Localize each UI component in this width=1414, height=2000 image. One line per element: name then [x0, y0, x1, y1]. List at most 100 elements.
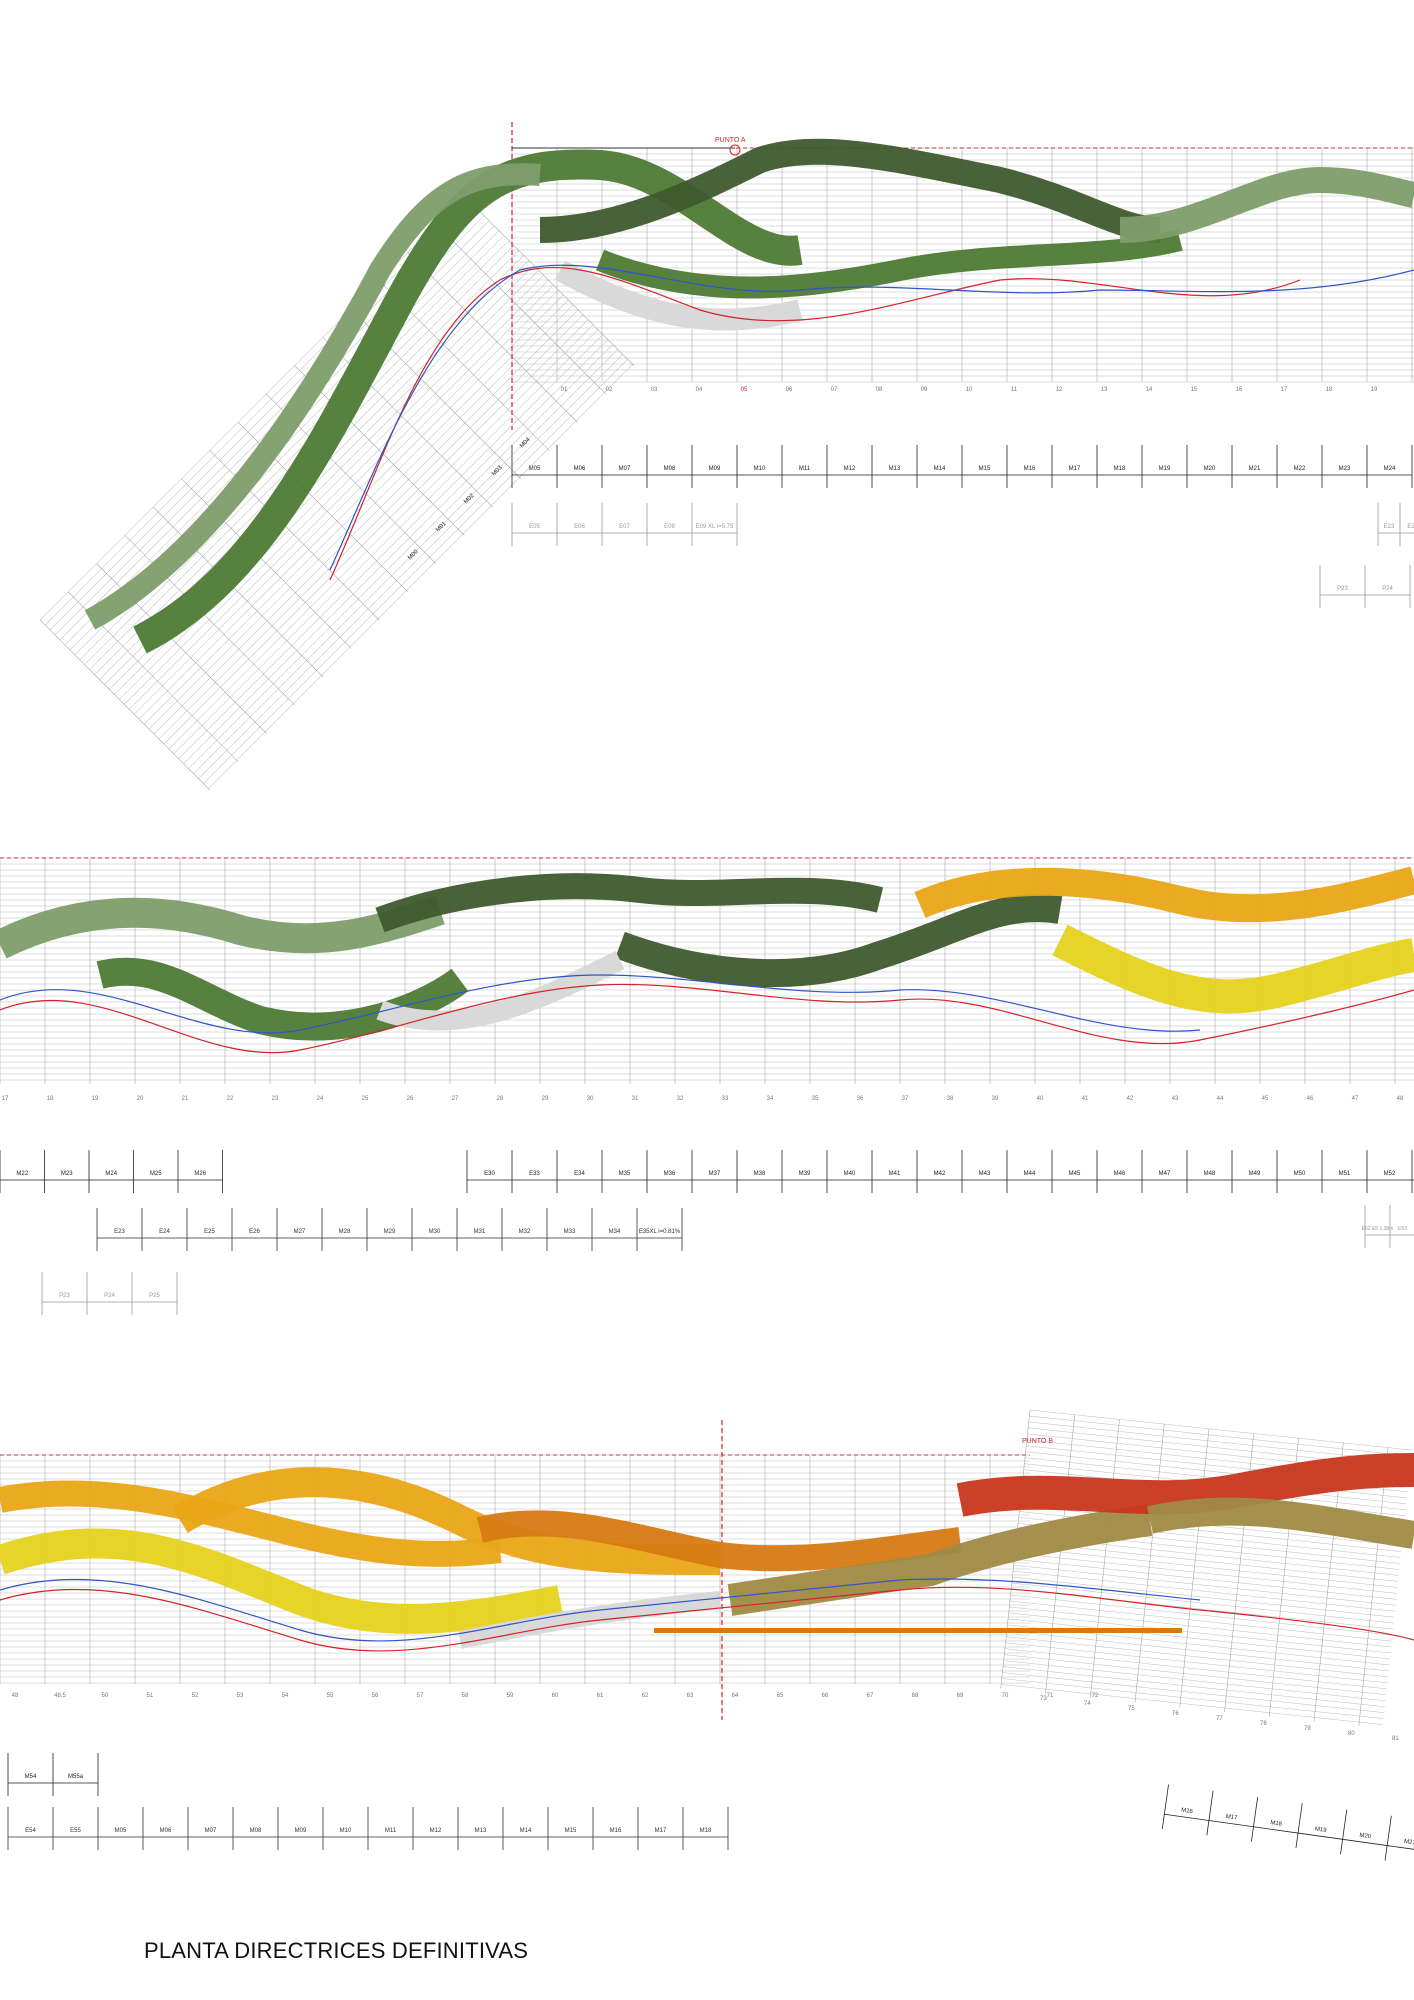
station-number: 78	[1260, 1721, 1267, 1727]
m-label: M22	[1294, 466, 1306, 472]
grid-line	[168, 324, 594, 750]
colored-band	[172, 1467, 721, 1575]
station-number: 63	[687, 1693, 694, 1699]
m-label: M17	[1225, 1814, 1238, 1822]
punto-a-marker	[729, 144, 741, 156]
m-label: M08	[250, 1828, 262, 1834]
m-label: M17	[1069, 466, 1081, 472]
drawing-title: PLANTA DIRECTRICES DEFINITIVAS	[144, 1938, 529, 1963]
station-number: 37	[902, 1096, 909, 1102]
grid-line	[1003, 1666, 1385, 1707]
m-label: M11	[385, 1828, 397, 1834]
gray-band	[458, 1591, 721, 1649]
grid-line	[1009, 1606, 1392, 1648]
m-label: M46	[1114, 1171, 1126, 1177]
grid-line	[1004, 1648, 1387, 1690]
station-number: 47	[1352, 1096, 1359, 1102]
grid-line	[435, 224, 606, 395]
m-label: M31	[474, 1229, 486, 1235]
grid-line	[208, 364, 633, 789]
grid-line	[44, 200, 470, 626]
m-label: M06	[574, 466, 586, 472]
grid-line	[1045, 1414, 1076, 1694]
orange-strip	[654, 1628, 1182, 1633]
dimension-line	[1253, 1826, 1299, 1834]
grid-line	[153, 309, 579, 735]
grid-line	[153, 506, 324, 677]
station-number: 56	[372, 1693, 379, 1699]
grid-line	[294, 365, 465, 536]
dimension-tick	[1250, 1797, 1259, 1842]
grid-line	[148, 304, 574, 730]
station-number: 66	[822, 1693, 829, 1699]
grid-line	[1358, 1447, 1389, 1727]
m-label: E23	[114, 1229, 125, 1235]
station-number: 35	[812, 1096, 819, 1102]
station-number: 48	[12, 1693, 19, 1699]
station-number: 77	[1216, 1716, 1223, 1722]
m-label: M22	[16, 1171, 28, 1177]
station-number: 80	[1348, 1731, 1355, 1737]
station-number: 17	[2, 1096, 9, 1102]
m-label: M16	[1024, 466, 1036, 472]
diagonal-grid	[39, 195, 635, 791]
grid-line	[1134, 1424, 1165, 1703]
p-label: P24	[104, 1293, 115, 1299]
station-number: 40	[1037, 1096, 1044, 1102]
m-label: M15	[565, 1828, 577, 1834]
station-number: 61	[597, 1693, 604, 1699]
station-number: 46	[1307, 1096, 1314, 1102]
m-label: M36	[664, 1171, 676, 1177]
station-number: 38	[947, 1096, 954, 1102]
station-number: 52	[192, 1693, 199, 1699]
station-number: 14	[1146, 387, 1153, 393]
station-number: 73	[1040, 1696, 1047, 1702]
station-number: 64	[732, 1693, 739, 1699]
p-label: P23	[59, 1293, 70, 1299]
m-label: M14	[934, 466, 946, 472]
station-number: 36	[857, 1096, 864, 1102]
grid-line	[464, 195, 635, 366]
m-label: M42	[934, 1171, 946, 1177]
station-number: 16	[1236, 387, 1243, 393]
m-label: M18	[1270, 1820, 1283, 1828]
m-label: M25	[150, 1171, 162, 1177]
m-label: M13	[475, 1828, 487, 1834]
station-number: 39	[992, 1096, 999, 1102]
station-number: 30	[587, 1096, 594, 1102]
station-number: 09	[921, 387, 928, 393]
station-number: 15	[1191, 387, 1198, 393]
station-number: 07	[831, 387, 838, 393]
grid-line	[163, 319, 589, 745]
station-number: 01	[561, 387, 568, 393]
m-label: M35	[619, 1171, 631, 1177]
station-number: 53	[237, 1693, 244, 1699]
grid-line	[1010, 1594, 1393, 1636]
station-number: 76	[1172, 1711, 1179, 1717]
station-number: 62	[642, 1693, 649, 1699]
station-number: 25	[362, 1096, 369, 1102]
m-label: M23	[1339, 466, 1351, 472]
m-label: E55	[70, 1828, 81, 1834]
m-label: M32	[519, 1229, 531, 1235]
m-label: M39	[799, 1171, 811, 1177]
punto-b-label: PUNTO B	[1022, 1438, 1053, 1445]
colored-band	[96, 957, 469, 1041]
grid-line	[39, 620, 210, 791]
m-label: M18	[700, 1828, 712, 1834]
m-label: M30	[429, 1229, 441, 1235]
grid-line	[1008, 1612, 1391, 1654]
station-number: 58	[462, 1693, 469, 1699]
m-label: E54	[25, 1828, 36, 1834]
grid-line	[1003, 1660, 1386, 1702]
station-number: 45	[1262, 1096, 1269, 1102]
station-number: 28	[497, 1096, 504, 1102]
station-number: 06	[786, 387, 793, 393]
station-number: 71	[1047, 1693, 1054, 1699]
station-number: 32	[677, 1096, 684, 1102]
edge-line	[0, 983, 1414, 1054]
m-label: M12	[430, 1828, 442, 1834]
diagonal-m-label: M02	[463, 492, 476, 505]
grid-line	[1008, 1618, 1390, 1660]
